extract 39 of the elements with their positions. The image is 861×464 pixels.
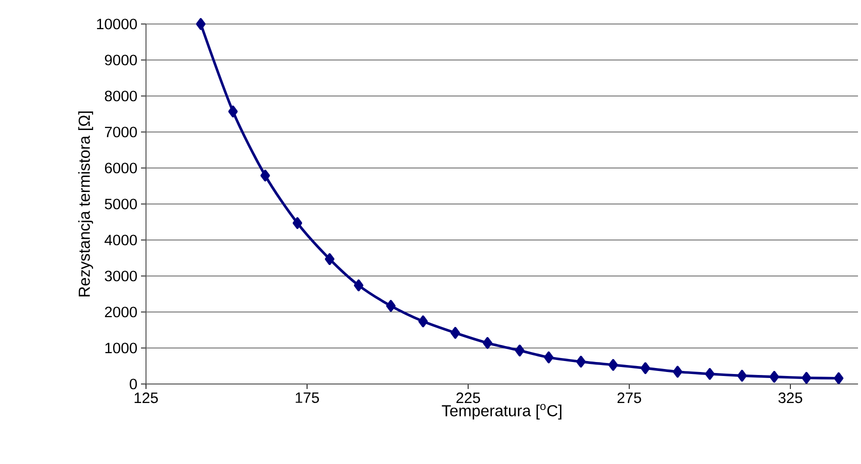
- x-tick-label: 275: [618, 392, 642, 404]
- point: [802, 372, 812, 384]
- point: [544, 351, 554, 364]
- y-tick-label: 2000: [104, 306, 137, 318]
- x-axis-title: Temperatura [$^{o}$C]: [442, 404, 562, 420]
- point: [386, 300, 396, 312]
- point: [482, 337, 492, 349]
- point: [576, 356, 586, 368]
- point: [672, 366, 682, 378]
- x-tick-label: 175: [296, 392, 319, 403]
- y-tick-label: 10000: [97, 18, 137, 30]
- point: [608, 359, 618, 371]
- point: [324, 253, 334, 265]
- y-tick-label: 7000: [105, 126, 137, 138]
- y-tick-label: 0: [130, 378, 137, 390]
- point: [705, 368, 715, 380]
- y-tick-label: 9000: [104, 54, 137, 66]
- x-tick-label: 125: [134, 392, 158, 404]
- y-tick-label: 1000: [105, 342, 137, 354]
- x-tick-label: 325: [778, 392, 802, 404]
- point: [737, 370, 747, 382]
- point: [450, 327, 460, 339]
- point: [228, 106, 238, 118]
- y-tick-label: 3000: [104, 270, 137, 282]
- point: [196, 18, 206, 30]
- point: [834, 372, 844, 384]
- point: [260, 170, 270, 182]
- y-tick-label: 4000: [104, 234, 137, 246]
- point: [418, 315, 428, 328]
- x-tick-label: 225: [456, 392, 480, 404]
- y-tick-label: 6000: [105, 162, 137, 174]
- y-tick-label: 8000: [104, 90, 137, 102]
- y-axis-title: Rezystancja termistora [Ω]: [78, 111, 94, 296]
- point: [354, 279, 364, 292]
- point: [640, 362, 650, 374]
- y-tick-label: 5000: [104, 198, 137, 210]
- point: [514, 344, 524, 356]
- point: [770, 370, 779, 383]
- point: [292, 217, 302, 229]
